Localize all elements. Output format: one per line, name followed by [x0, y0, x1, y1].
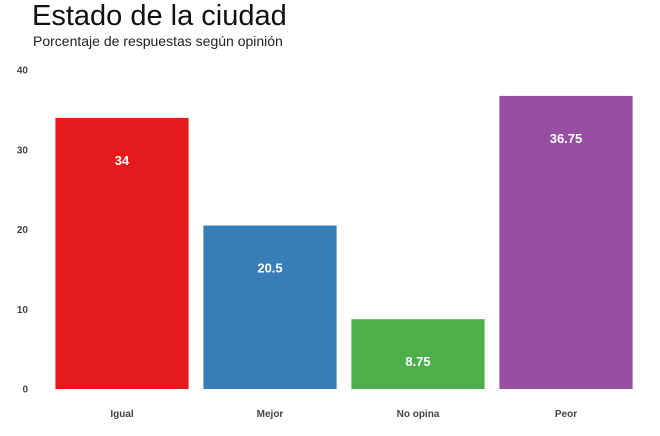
- bars: [55, 95, 633, 390]
- bar-peor: [499, 95, 633, 390]
- y-axis-ticks: 0 10 20 30 40: [17, 66, 29, 396]
- y-tick-label: 20: [17, 225, 29, 236]
- x-tick-label: Igual: [110, 409, 134, 420]
- data-label: 34: [115, 153, 130, 168]
- bar-igual: [55, 117, 189, 390]
- y-tick-label: 40: [17, 66, 29, 77]
- data-label: 20.5: [257, 261, 282, 276]
- x-tick-label: Peor: [555, 409, 577, 420]
- data-labels: 34 20.5 8.75 36.75: [115, 131, 583, 369]
- data-label: 8.75: [405, 354, 430, 369]
- y-tick-label: 30: [17, 145, 29, 156]
- x-tick-label: Mejor: [257, 409, 284, 420]
- chart-subtitle: Porcentaje de respuestas según opinión: [33, 33, 283, 49]
- x-tick-label: No opina: [397, 409, 440, 420]
- y-tick-label: 10: [17, 305, 29, 316]
- y-tick-label: 0: [22, 385, 28, 396]
- bar-mejor: [203, 225, 337, 389]
- bar-no-opina: [351, 319, 485, 389]
- chart-title: Estado de la ciudad: [32, 0, 287, 32]
- x-axis-ticks: Igual Mejor No opina Peor: [110, 409, 577, 420]
- data-label: 36.75: [550, 131, 583, 146]
